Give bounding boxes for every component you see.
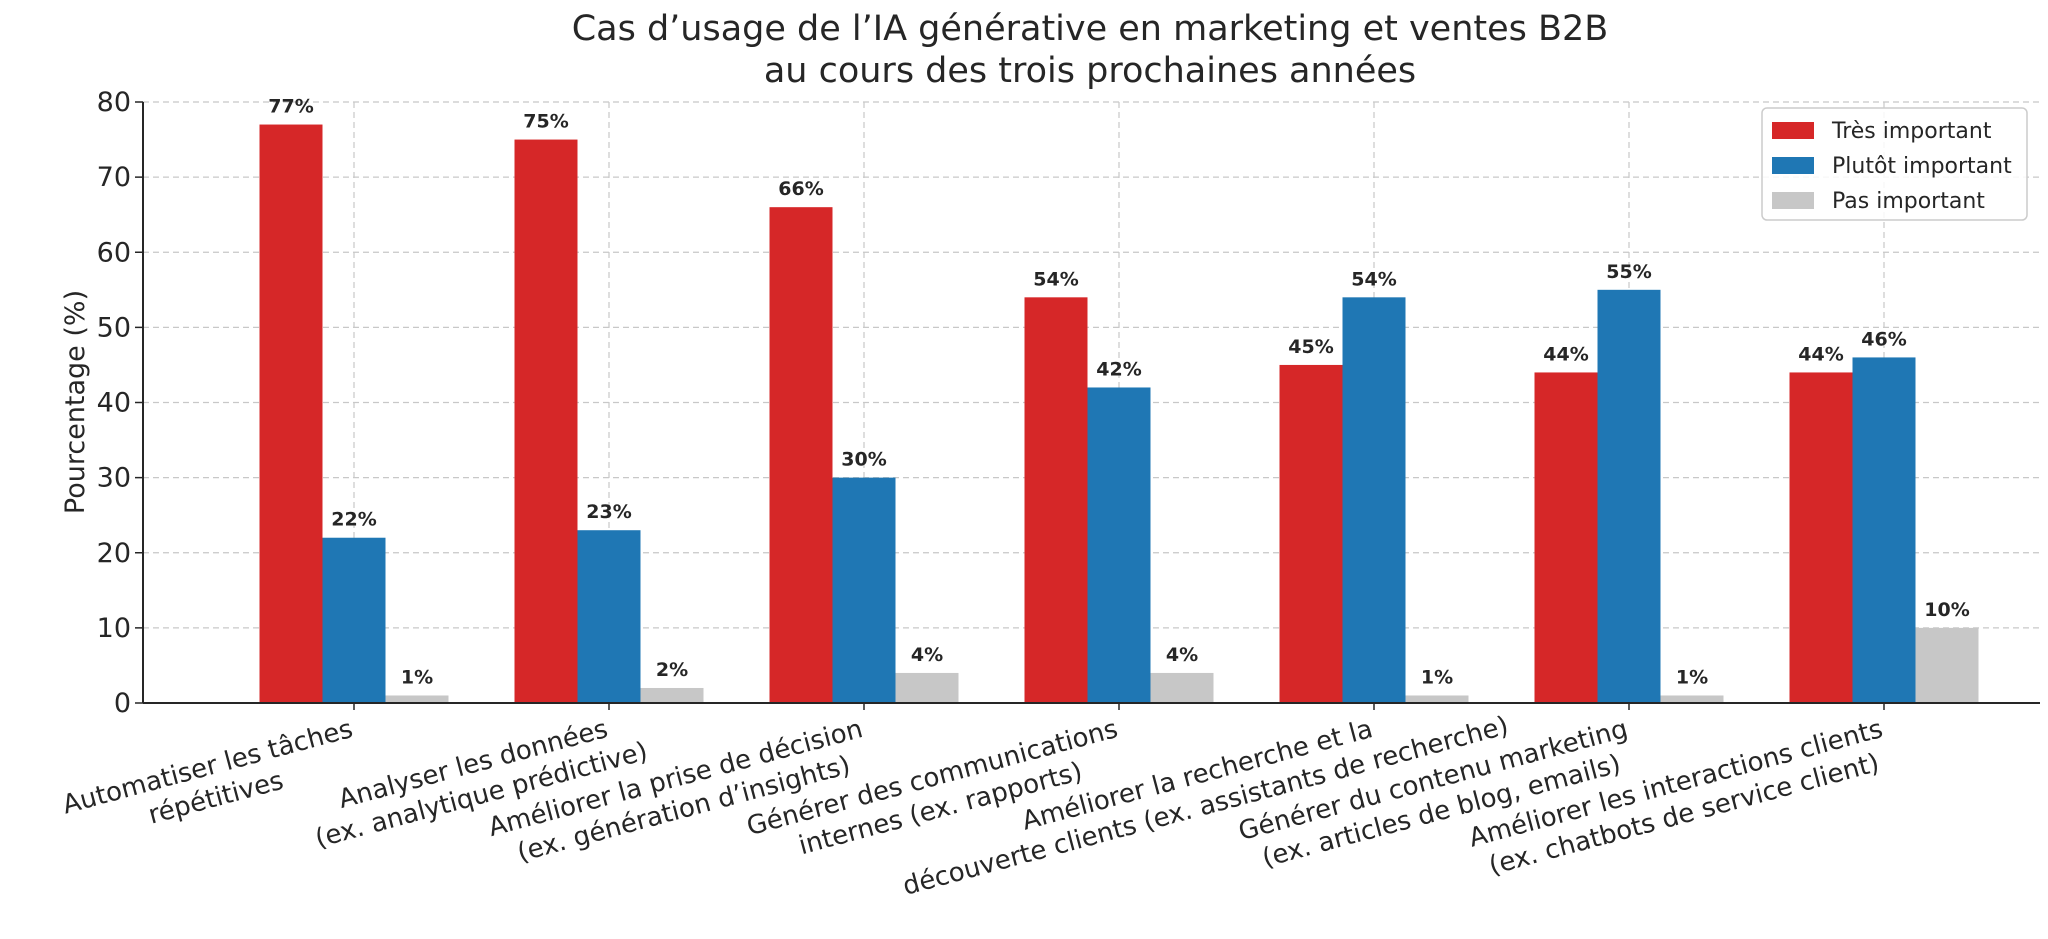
bar — [514, 139, 578, 703]
y-tick-label: 0 — [114, 688, 131, 719]
data-label: 55% — [1606, 261, 1651, 283]
bar — [895, 672, 959, 703]
legend-swatch — [1772, 122, 1814, 139]
data-label: 23% — [586, 501, 631, 523]
bar — [1597, 289, 1661, 703]
data-label: 54% — [1033, 268, 1078, 290]
data-label: 54% — [1351, 268, 1396, 290]
data-label: 46% — [1861, 328, 1906, 350]
bar — [385, 695, 449, 703]
bar — [1087, 387, 1151, 703]
bars — [259, 124, 1979, 704]
bar — [1789, 372, 1853, 703]
data-label: 44% — [1543, 343, 1588, 365]
data-label: 77% — [268, 96, 313, 118]
chart-title-line-1: Cas d’usage de l’IA générative en market… — [572, 9, 1609, 49]
bar — [1024, 297, 1088, 703]
data-label: 1% — [1421, 666, 1453, 688]
data-label: 66% — [778, 178, 823, 200]
y-tick-label: 80 — [97, 87, 131, 118]
bar — [1852, 357, 1916, 703]
y-tick-label: 50 — [97, 312, 131, 343]
bar — [769, 207, 833, 704]
bar — [1660, 695, 1724, 703]
bar — [1342, 297, 1406, 703]
data-label: 45% — [1288, 336, 1333, 358]
chart-title: Cas d’usage de l’IA générative en market… — [572, 9, 1609, 91]
data-label: 22% — [331, 509, 376, 531]
data-label: 4% — [911, 644, 943, 666]
y-tick-label: 10 — [97, 613, 131, 644]
data-label: 4% — [1166, 644, 1198, 666]
legend-label: Très important — [1831, 119, 1992, 144]
y-tick-label: 40 — [97, 388, 131, 419]
bar — [1915, 627, 1979, 703]
y-axis-label: Pourcentage (%) — [60, 290, 91, 514]
data-label: 30% — [841, 449, 886, 471]
bar — [259, 124, 323, 704]
data-label: 42% — [1096, 358, 1141, 380]
bar — [1279, 364, 1343, 703]
y-tick-label: 60 — [97, 237, 131, 268]
legend-swatch — [1772, 157, 1814, 174]
data-labels: 77% 75% 66% 54% 45% 44% 44% 22% 23% 30% 42% 54% 55% 4… — [268, 96, 1969, 689]
data-label: 1% — [401, 666, 433, 688]
y-tick-label: 30 — [97, 463, 131, 494]
bar — [1150, 672, 1214, 703]
legend-label: Pas important — [1832, 189, 1985, 214]
bar — [1534, 372, 1598, 703]
bar — [640, 687, 704, 703]
data-label: 2% — [656, 659, 688, 681]
bar — [577, 530, 641, 703]
bar — [322, 537, 386, 703]
legend-box — [1761, 107, 2028, 221]
data-label: 75% — [523, 111, 568, 133]
data-label: 1% — [1676, 666, 1708, 688]
y-ticks: 0 10 20 30 40 50 60 70 80 — [97, 87, 143, 719]
legend-label: Plutôt important — [1832, 154, 2012, 179]
data-label: 44% — [1798, 343, 1843, 365]
y-tick-label: 70 — [97, 162, 131, 193]
bar — [832, 477, 896, 703]
data-label: 10% — [1924, 599, 1969, 621]
chart-title-line-2: au cours des trois prochaines années — [764, 51, 1416, 91]
legend-swatch — [1772, 192, 1814, 209]
bar — [1405, 695, 1469, 703]
y-tick-label: 20 — [97, 538, 131, 569]
legend: Très important Plutôt important Pas import… — [1761, 107, 2028, 221]
